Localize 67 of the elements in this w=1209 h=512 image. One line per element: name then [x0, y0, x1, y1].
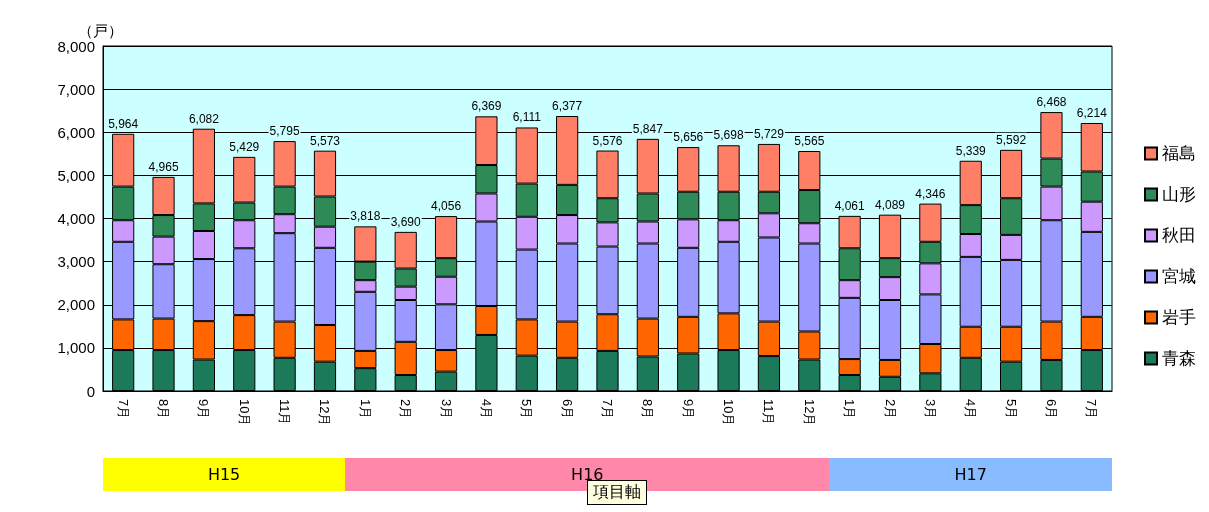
x-tick-label: 4月: [478, 399, 494, 420]
total-label: 3,818: [350, 209, 381, 224]
legend-label: 福島: [1162, 144, 1196, 163]
legend-label: 宮城: [1162, 267, 1196, 286]
x-tick-label: 7月: [115, 399, 131, 420]
y-tick-label: 7,000: [57, 80, 95, 98]
total-label: 5,964: [108, 116, 139, 131]
total-label: 5,729: [753, 126, 785, 141]
x-tick-label: 11月: [761, 399, 777, 426]
total-label: 5,698: [713, 128, 744, 143]
total-label: 5,429: [229, 139, 260, 154]
total-label: 5,847: [632, 121, 664, 136]
y-tick-label: 0: [86, 382, 95, 400]
x-tick-label: 11月: [277, 399, 293, 426]
x-tick-label: 9月: [680, 399, 696, 420]
total-label: 3,690: [390, 214, 422, 229]
x-tick-label: 5月: [519, 399, 535, 420]
x-tick-label: 8月: [640, 399, 656, 420]
total-label: 5,565: [794, 134, 825, 149]
total-label: 6,377: [552, 98, 583, 113]
y-tick-label: 5,000: [57, 166, 95, 184]
x-tick-label: 12月: [801, 399, 817, 427]
total-label: 5,576: [592, 133, 623, 148]
x-tick-label: 1月: [842, 399, 858, 420]
x-tick-label: 8月: [156, 399, 172, 420]
x-tick-label: 2月: [882, 399, 898, 420]
y-tick-label: 6,000: [57, 123, 95, 141]
legend-label: 岩手: [1162, 308, 1196, 327]
y-tick-label: 1,000: [57, 339, 95, 357]
total-label: 6,111: [512, 110, 542, 125]
total-label: 5,339: [955, 143, 987, 158]
y-axis-title: （戸）: [78, 22, 123, 39]
x-tick-label: 7月: [1084, 399, 1100, 420]
x-tick-label: 3月: [438, 399, 454, 420]
total-label: 5,592: [996, 132, 1027, 147]
y-tick-label: 3,000: [57, 253, 95, 271]
total-label: 6,214: [1076, 106, 1108, 121]
x-tick-label: 6月: [559, 399, 575, 420]
x-tick-label: 12月: [317, 399, 333, 427]
total-label: 4,056: [431, 199, 462, 214]
total-label: 5,795: [269, 124, 300, 139]
y-tick-label: 2,000: [57, 296, 95, 314]
x-tick-label: 7月: [600, 399, 615, 420]
total-label: 6,369: [471, 99, 502, 114]
x-tick-label: 3月: [922, 399, 938, 420]
total-label: 4,061: [834, 198, 865, 213]
x-tick-label: 2月: [398, 399, 414, 420]
x-tick-label: 5月: [1003, 399, 1019, 420]
x-tick-label: 4月: [963, 399, 979, 420]
total-label: 5,656: [673, 130, 704, 145]
text: H15: [103, 458, 346, 491]
legend-label: 秋田: [1162, 226, 1196, 245]
x-tick-label: 1月: [357, 399, 373, 420]
x-tick-label: 10月: [236, 399, 252, 427]
total-label: 4,346: [915, 186, 946, 201]
legend-label: 山形: [1162, 185, 1196, 204]
x-tick-label: 10月: [721, 399, 737, 427]
total-label: 4,965: [148, 159, 179, 174]
x-tick-label: 6月: [1043, 399, 1059, 420]
text: H17: [829, 458, 1112, 491]
total-label: 6,082: [188, 111, 220, 126]
total-label: 6,468: [1036, 95, 1067, 110]
legend-label: 青森: [1162, 349, 1196, 368]
x-tick-label: 9月: [196, 399, 212, 420]
total-label: 4,089: [875, 197, 906, 212]
total-label: 5,573: [309, 133, 341, 148]
y-tick-label: 4,000: [57, 210, 95, 227]
